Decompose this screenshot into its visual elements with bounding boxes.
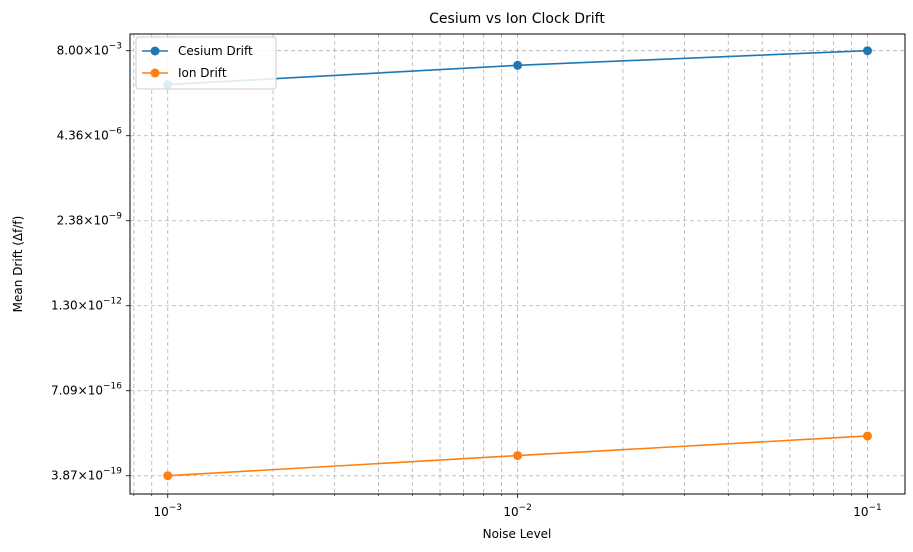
y-tick-label: 2.38×10−9 (57, 212, 123, 228)
grid (130, 34, 905, 494)
cesium-drift-point (862, 46, 872, 56)
legend-label-cesium-drift: Cesium Drift (178, 44, 253, 58)
legend-marker-cesium-drift (150, 46, 160, 56)
legend: Cesium Drift Ion Drift (135, 36, 277, 90)
chart-title: Cesium vs Ion Clock Drift (429, 11, 605, 27)
legend-label-ion-drift: Ion Drift (178, 66, 227, 80)
x-axis-label: Noise Level (483, 527, 552, 541)
cesium-drift-point (513, 60, 523, 70)
ion-drift-point (513, 451, 523, 461)
y-axis: 3.87×10−197.09×10−161.30×10−122.38×10−94… (51, 42, 130, 483)
legend-marker-ion-drift (150, 68, 160, 78)
ion-drift-point (163, 471, 173, 481)
y-tick-label: 4.36×10−6 (57, 127, 123, 143)
legend-box (135, 36, 277, 90)
y-tick-label: 8.00×10−3 (57, 42, 122, 58)
y-axis-label: Mean Drift (Δf/f) (11, 216, 25, 313)
ion-drift-point (862, 431, 872, 441)
